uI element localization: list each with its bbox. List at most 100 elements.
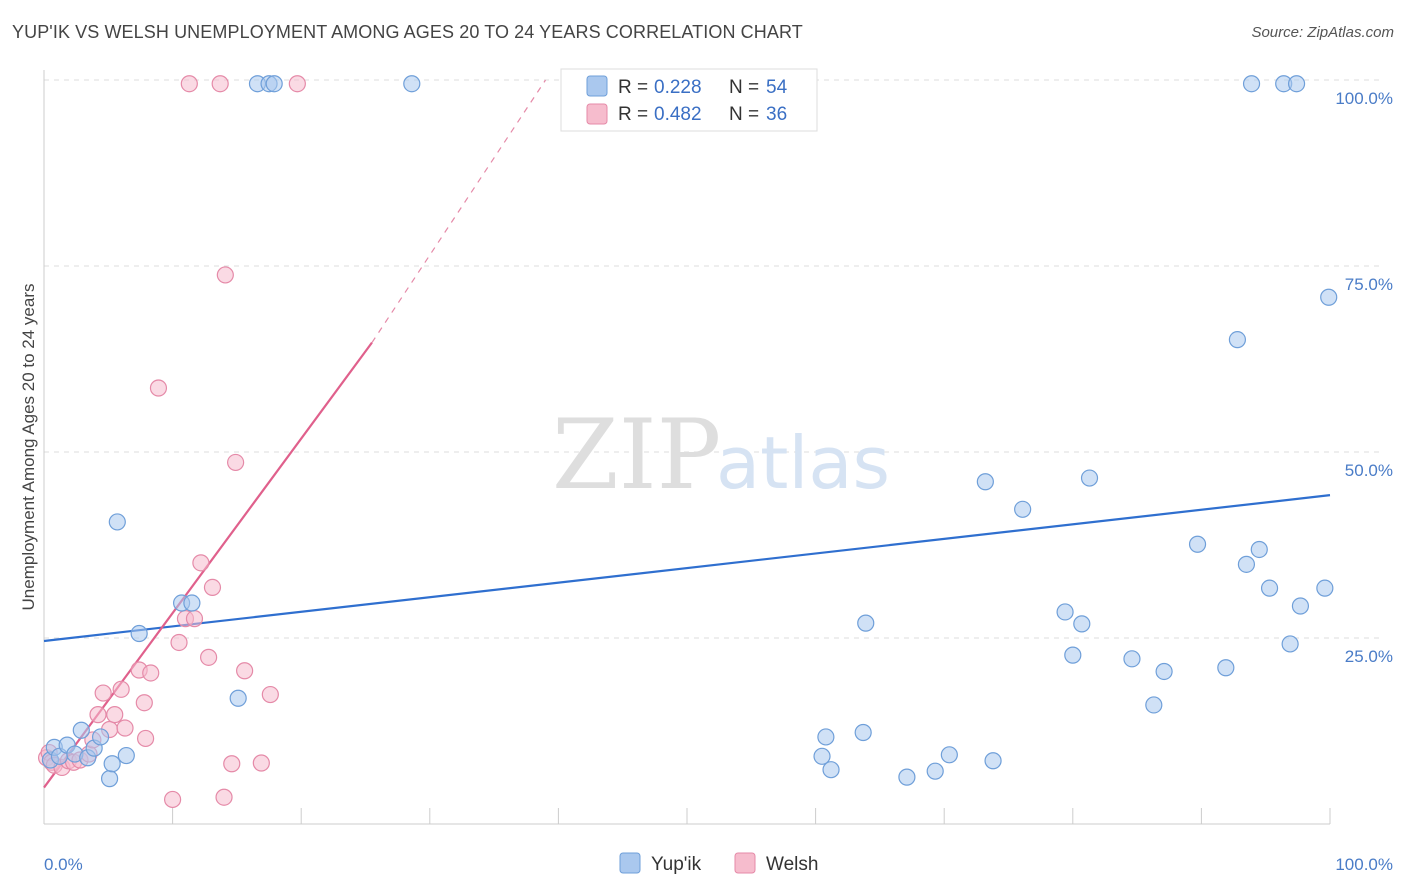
welsh-point bbox=[215, 788, 233, 806]
yupik-point bbox=[817, 728, 835, 746]
yupik-point bbox=[1014, 500, 1032, 518]
yupik-point bbox=[1316, 579, 1334, 597]
yupik-point bbox=[1217, 659, 1235, 677]
yupik-point bbox=[130, 624, 148, 643]
y-tick-label: 50.0% bbox=[1345, 461, 1393, 480]
watermark-zip: ZIP bbox=[552, 399, 721, 511]
welsh-point bbox=[164, 790, 182, 809]
welsh-point bbox=[135, 694, 153, 712]
yupik-point bbox=[1242, 75, 1261, 93]
yupik-point bbox=[857, 614, 875, 632]
yupik-point bbox=[1080, 469, 1099, 487]
legend-n-label: N = bbox=[729, 77, 759, 98]
welsh-point bbox=[94, 684, 112, 702]
series-legend-swatch-welsh bbox=[734, 852, 756, 874]
chart-title: YUP'IK VS WELSH UNEMPLOYMENT AMONG AGES … bbox=[12, 22, 803, 42]
x-tick-label: 100.0% bbox=[1335, 855, 1393, 874]
yupik-point bbox=[1155, 662, 1173, 681]
y-tick-label: 100.0% bbox=[1335, 89, 1393, 108]
welsh-point bbox=[223, 755, 241, 773]
y-tick-label: 25.0% bbox=[1345, 647, 1393, 666]
watermark-atlas: atlas bbox=[716, 421, 890, 505]
legend-r-label: R = bbox=[618, 77, 648, 98]
welsh-point bbox=[170, 633, 188, 652]
welsh-point bbox=[236, 662, 254, 680]
yupik-point bbox=[854, 723, 872, 742]
watermark: ZIP atlas bbox=[552, 399, 890, 511]
yupik-point bbox=[813, 747, 831, 765]
welsh-trend-extension bbox=[371, 79, 547, 343]
yupik-point bbox=[1145, 696, 1163, 714]
legend-n-value: 54 bbox=[766, 77, 788, 98]
legend-swatch-welsh bbox=[586, 103, 608, 125]
yupik-point bbox=[100, 770, 119, 788]
yupik-point bbox=[117, 746, 135, 765]
welsh-point bbox=[288, 75, 306, 93]
welsh-point bbox=[185, 610, 204, 628]
yupik-point bbox=[183, 594, 201, 612]
legend-r-value: 0.228 bbox=[654, 77, 702, 98]
yupik-point bbox=[403, 75, 421, 93]
x-ticks bbox=[43, 808, 1331, 824]
y-axis-label: Unemployment Among Ages 20 to 24 years bbox=[19, 284, 38, 611]
welsh-point bbox=[192, 554, 210, 572]
x-tick-label: 0.0% bbox=[44, 855, 83, 874]
source-credit: Source: ZipAtlas.com bbox=[1251, 24, 1394, 41]
welsh-point bbox=[211, 75, 229, 93]
yupik-point bbox=[926, 762, 944, 780]
welsh-point bbox=[227, 453, 245, 472]
legend-r-value: 0.482 bbox=[654, 104, 702, 125]
yupik-point bbox=[1064, 646, 1082, 664]
welsh-point bbox=[216, 266, 234, 284]
yupik-point bbox=[1228, 331, 1247, 349]
yupik-point bbox=[108, 513, 126, 531]
yupik-point bbox=[984, 752, 1002, 770]
yupik-point bbox=[72, 721, 90, 739]
series-legend-label-yupik: Yup'ik bbox=[651, 854, 702, 875]
yupik-point bbox=[1123, 650, 1141, 668]
series-legend-label-welsh: Welsh bbox=[766, 854, 818, 875]
welsh-point bbox=[261, 685, 279, 704]
yupik-point bbox=[1291, 597, 1310, 615]
series-legend-swatch-yupik bbox=[619, 852, 641, 874]
yupik-point bbox=[1287, 75, 1306, 93]
yupik-point bbox=[1260, 579, 1279, 597]
yupik-point bbox=[1237, 555, 1256, 573]
legend-n-label: N = bbox=[729, 104, 759, 125]
welsh-point bbox=[136, 729, 155, 748]
yupik-point bbox=[1281, 635, 1299, 653]
welsh-point bbox=[106, 706, 124, 724]
welsh-point bbox=[116, 719, 134, 737]
y-tick-label: 75.0% bbox=[1345, 275, 1393, 294]
x-tick-labels: 0.0% 100.0% bbox=[44, 855, 1393, 874]
legend-r-label: R = bbox=[618, 104, 648, 125]
yupik-point bbox=[822, 761, 840, 779]
yupik-point bbox=[1056, 603, 1074, 621]
welsh-point bbox=[252, 754, 270, 772]
legend-swatch-yupik bbox=[586, 75, 608, 97]
yupik-point bbox=[898, 768, 916, 786]
welsh-point bbox=[180, 75, 198, 93]
data-points bbox=[37, 75, 1338, 809]
yupik-point bbox=[103, 755, 121, 773]
welsh-point bbox=[142, 664, 160, 682]
yupik-point bbox=[976, 473, 994, 491]
welsh-point bbox=[203, 578, 222, 597]
yupik-point bbox=[91, 728, 110, 746]
yupik-trend-line bbox=[43, 494, 1331, 643]
welsh-point bbox=[200, 648, 218, 666]
gridlines bbox=[44, 79, 1380, 639]
welsh-point bbox=[89, 706, 107, 724]
y-tick-labels: 25.0% 50.0% 75.0% 100.0% bbox=[1335, 89, 1393, 666]
yupik-point bbox=[1188, 535, 1207, 553]
legend: R = 0.228 N = 54 R = 0.482 N = 36 bbox=[560, 68, 818, 132]
yupik-point bbox=[1320, 288, 1338, 306]
series-legend: Yup'ik Welsh bbox=[619, 852, 818, 875]
yupik-point bbox=[265, 75, 283, 93]
yupik-point bbox=[229, 689, 247, 707]
yupik-point bbox=[940, 746, 958, 764]
legend-n-value: 36 bbox=[766, 104, 787, 125]
yupik-point bbox=[1073, 615, 1091, 633]
yupik-point bbox=[1250, 540, 1268, 559]
